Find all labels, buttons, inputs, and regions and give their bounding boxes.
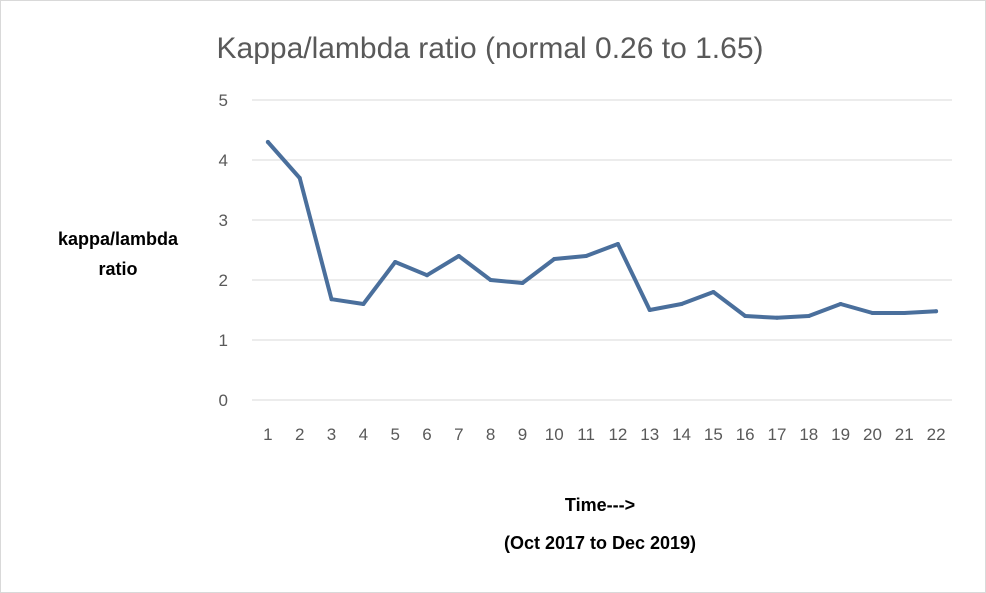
series-line-1	[265, 140, 939, 320]
y-tick-label: 1	[219, 331, 228, 350]
x-tick-label: 2	[295, 425, 304, 444]
data-point	[297, 176, 302, 180]
x-tick-label: 14	[672, 425, 691, 444]
data-point	[870, 311, 875, 315]
x-tick-label: 8	[486, 425, 495, 444]
y-tick-label: 2	[219, 271, 228, 290]
data-point	[329, 297, 334, 302]
y-tick-label: 4	[219, 151, 228, 170]
data-point	[265, 140, 270, 144]
x-axis-label-line-2: (Oct 2017 to Dec 2019)	[504, 533, 696, 553]
data-point	[488, 278, 493, 282]
data-point	[393, 260, 398, 264]
x-tick-label: 16	[736, 425, 755, 444]
series-layer	[265, 140, 939, 320]
data-point	[615, 242, 620, 246]
x-tick-label: 3	[327, 425, 336, 444]
data-point	[425, 273, 429, 278]
x-tick-label: 9	[518, 425, 527, 444]
x-tick-label: 7	[454, 425, 463, 444]
data-point	[934, 309, 939, 314]
x-tick-label: 11	[577, 425, 595, 444]
data-point	[584, 254, 589, 258]
data-point	[806, 314, 811, 318]
x-tick-label: 18	[799, 425, 818, 444]
chart-title: Kappa/lambda ratio (normal 0.26 to 1.65)	[217, 32, 764, 65]
x-tick-label: 21	[895, 425, 914, 444]
data-point	[520, 281, 525, 285]
gridlines	[252, 99, 952, 401]
data-point	[743, 314, 748, 318]
y-tick-label: 0	[219, 391, 228, 410]
y-axis-label-line-1: kappa/lambda	[58, 229, 179, 249]
data-point	[902, 311, 907, 315]
x-tick-label: 13	[640, 425, 659, 444]
y-tick-label: 3	[219, 211, 228, 230]
data-point	[456, 254, 461, 258]
x-tick-label: 17	[768, 425, 787, 444]
data-point	[838, 302, 843, 306]
data-point	[552, 257, 557, 261]
data-point	[679, 302, 684, 306]
y-axis-ticks: 0 1 2 3 4 5	[219, 91, 228, 410]
data-point	[361, 302, 366, 306]
x-axis-ticks: 1 2 3 4 5 6 7 8 9 10 11 12 13 14 15 16 17 18 19 20 21 22	[263, 425, 945, 444]
x-tick-label: 6	[422, 425, 431, 444]
x-tick-label: 4	[359, 425, 368, 444]
x-tick-label: 15	[704, 425, 723, 444]
x-tick-label: 1	[263, 425, 272, 444]
data-point	[775, 315, 779, 320]
x-axis-label-line-1: Time--->	[565, 495, 635, 515]
x-tick-label: 20	[863, 425, 882, 444]
x-tick-label: 22	[927, 425, 946, 444]
x-tick-label: 10	[545, 425, 564, 444]
x-tick-label: 19	[831, 425, 850, 444]
x-tick-label: 12	[608, 425, 627, 444]
data-point	[647, 308, 652, 312]
data-point	[711, 290, 716, 294]
y-tick-label: 5	[219, 91, 228, 110]
x-tick-label: 5	[390, 425, 399, 444]
y-axis-label-line-2: ratio	[98, 259, 137, 279]
